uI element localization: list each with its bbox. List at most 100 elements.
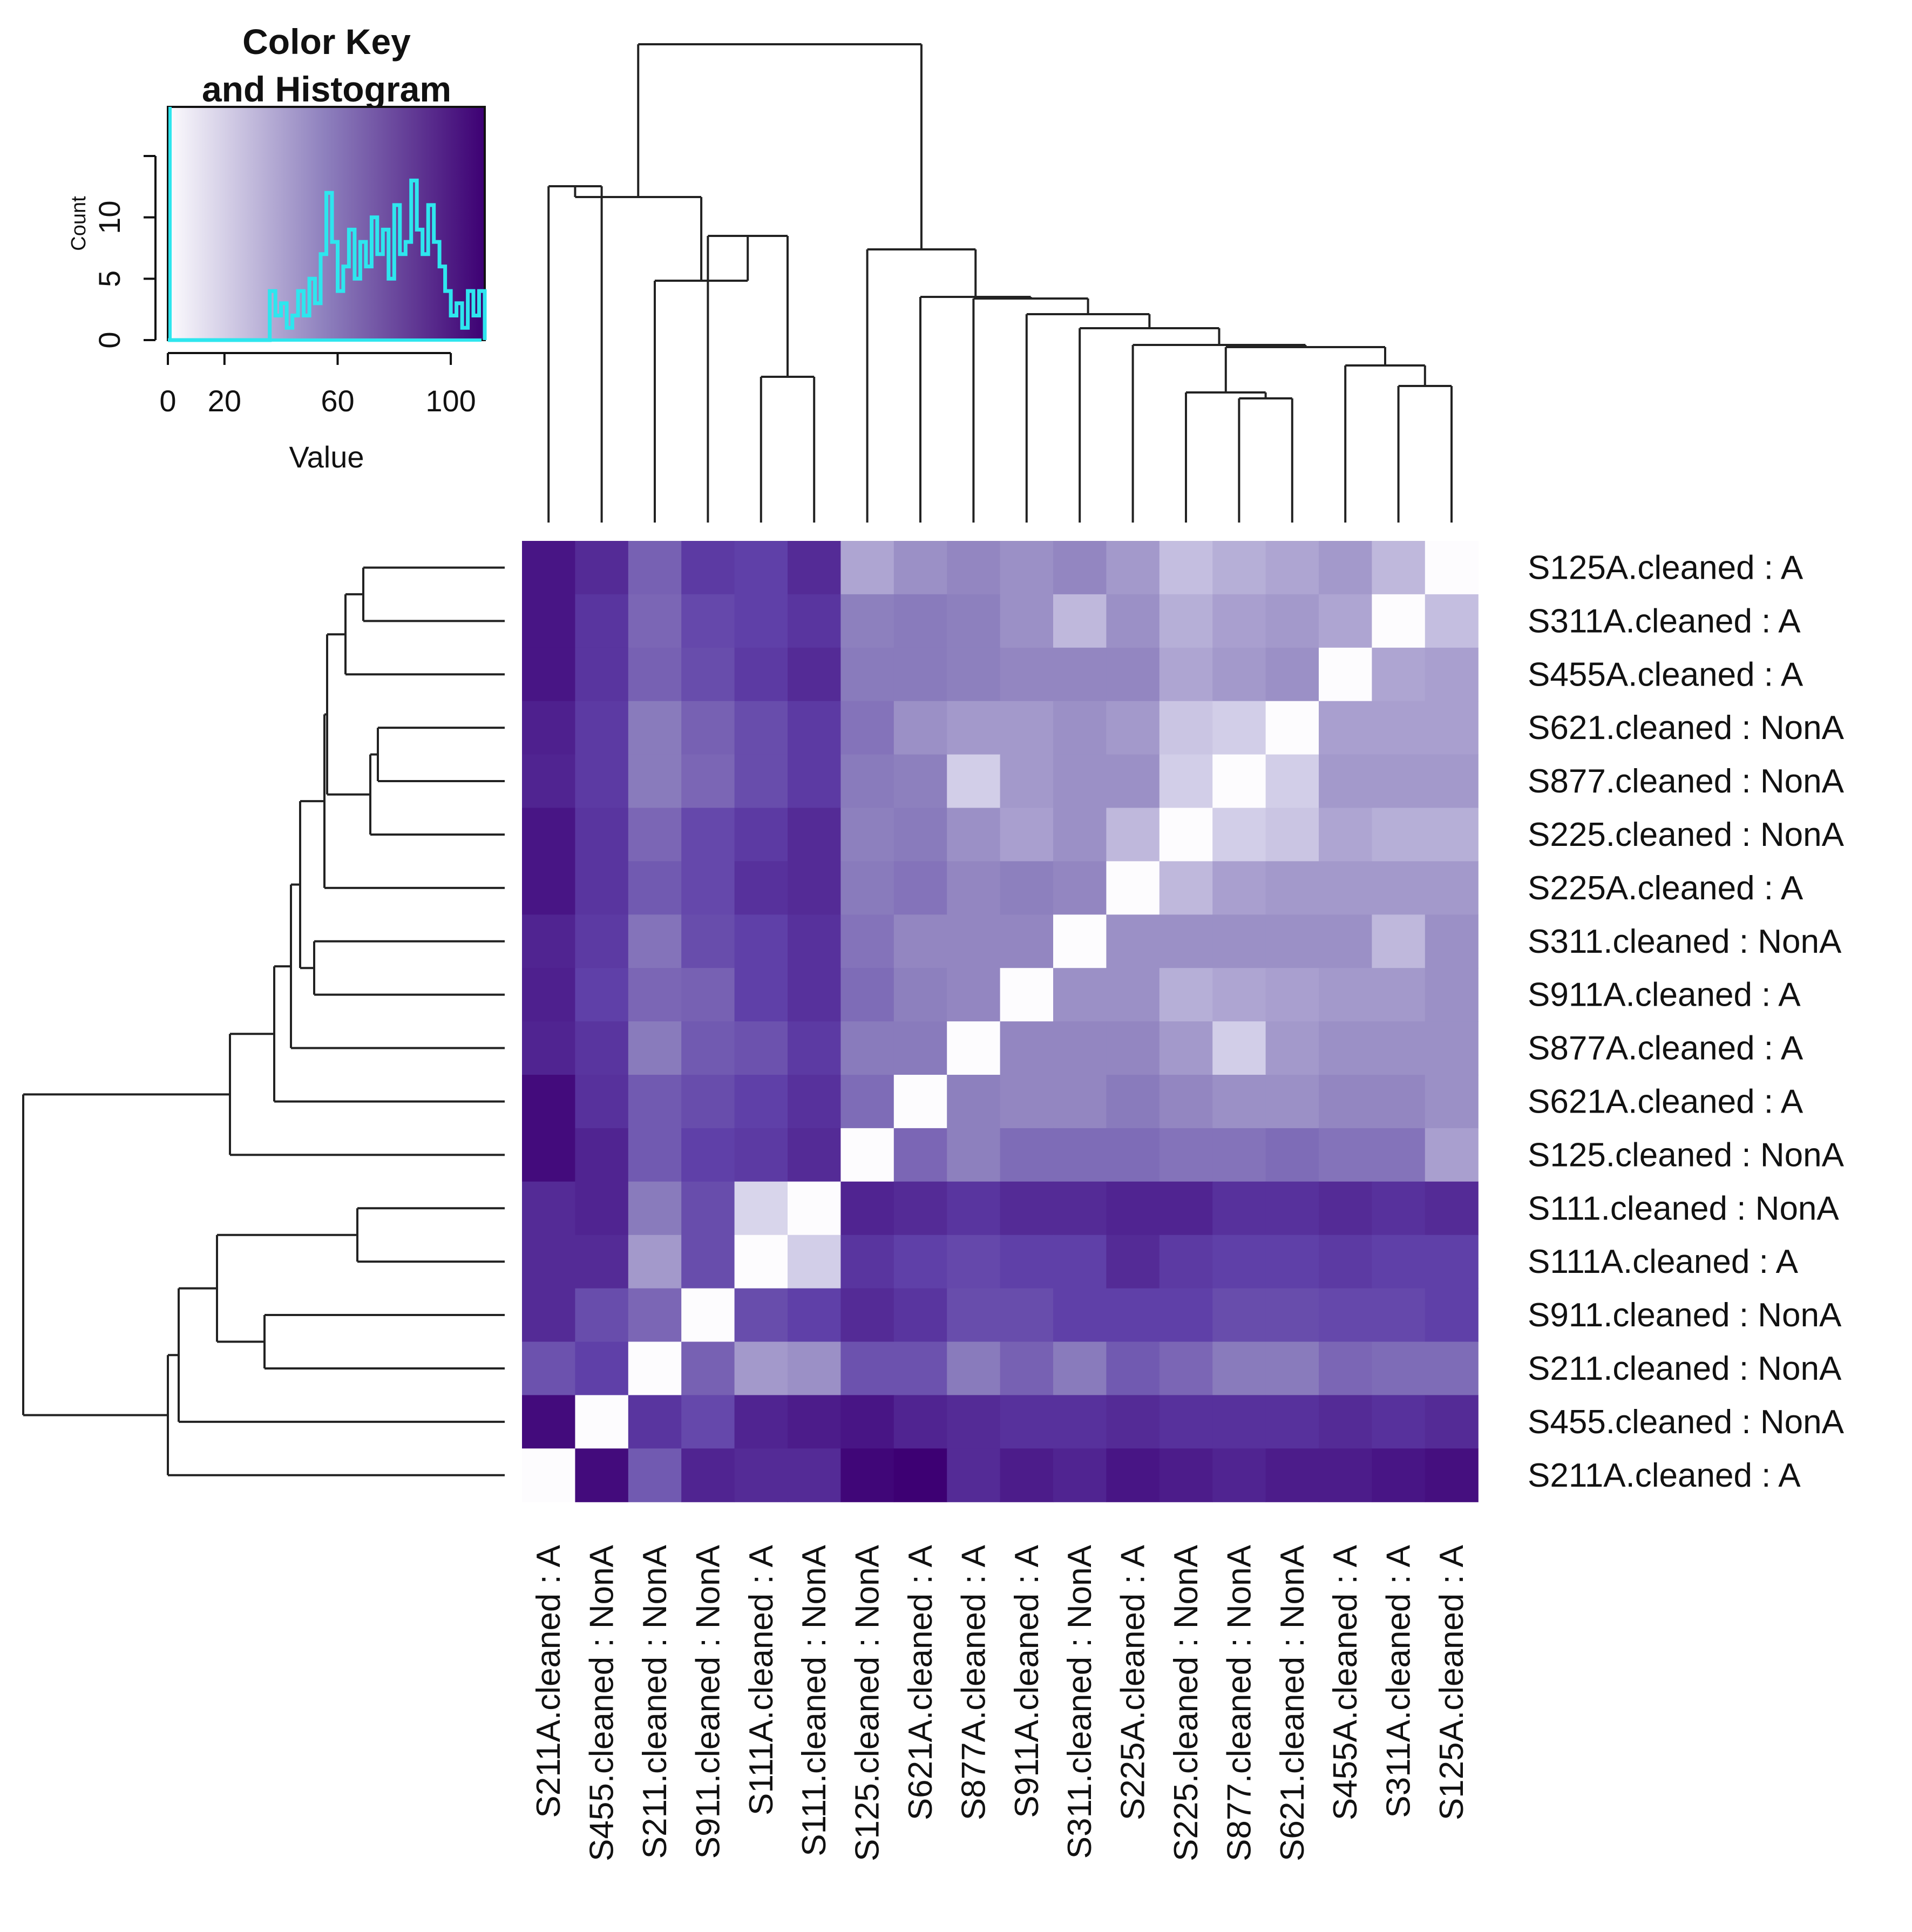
heatmap-cell <box>893 1021 947 1075</box>
heatmap-cell <box>893 968 947 1022</box>
heatmap-cell <box>1106 914 1160 968</box>
heatmap-cell <box>1425 968 1479 1022</box>
heatmap-cell <box>840 1021 894 1075</box>
heatmap-cell <box>1000 1288 1054 1343</box>
heatmap-cell <box>1000 1021 1054 1075</box>
heatmap-cell <box>1053 541 1107 595</box>
column-label: S621.cleaned : NonA <box>1274 1544 1311 1861</box>
row-label: S455.cleaned : NonA <box>1528 1404 1845 1441</box>
heatmap-cell <box>1053 1021 1107 1075</box>
heatmap-cell <box>522 647 575 702</box>
heatmap-cell <box>947 1021 1001 1075</box>
heatmap-cell <box>681 861 735 915</box>
heatmap-cell <box>522 1448 575 1502</box>
heatmap-cell <box>522 1235 575 1289</box>
heatmap-cell <box>1053 914 1107 968</box>
heatmap-cell <box>1372 594 1426 648</box>
heatmap-cell <box>1053 1075 1107 1129</box>
heatmap-cell <box>893 1448 947 1502</box>
row-label: S225A.cleaned : A <box>1528 870 1803 907</box>
heatmap-cell <box>628 1021 682 1075</box>
heatmap-cell <box>1106 594 1160 648</box>
heatmap-cell <box>734 1235 788 1289</box>
heatmap-cell <box>788 754 841 809</box>
color-key-y-tick-label: 5 <box>92 270 126 287</box>
row-label: S125A.cleaned : A <box>1528 550 1803 587</box>
color-key-subtitle: and Histogram <box>202 69 451 109</box>
row-label: S111.cleaned : NonA <box>1528 1190 1839 1227</box>
row-label: S621.cleaned : NonA <box>1528 709 1845 747</box>
heatmap-cell <box>840 701 894 755</box>
column-label: S877.cleaned : NonA <box>1221 1544 1258 1861</box>
heatmap-cell <box>681 1075 735 1129</box>
column-label: S621A.cleaned : A <box>902 1544 939 1820</box>
heatmap-cell <box>1425 1181 1479 1236</box>
heatmap-cell <box>1265 808 1319 862</box>
heatmap-cell <box>575 1395 629 1449</box>
heatmap-cell <box>1319 861 1372 915</box>
heatmap-cell <box>681 1288 735 1343</box>
heatmap-cell <box>734 861 788 915</box>
heatmap-cell <box>1372 1181 1426 1236</box>
heatmap-cell <box>1053 861 1107 915</box>
heatmap-cell <box>1053 594 1107 648</box>
heatmap-cell <box>1319 541 1372 595</box>
heatmap-cell <box>1053 701 1107 755</box>
column-label: S911A.cleaned : A <box>1008 1544 1046 1818</box>
heatmap-cell <box>1000 1395 1054 1449</box>
heatmap-cell <box>1425 1448 1479 1502</box>
heatmap-cell <box>628 1235 682 1289</box>
heatmap-cell <box>893 1395 947 1449</box>
heatmap-cell <box>522 1395 575 1449</box>
heatmap-cell <box>788 541 841 595</box>
heatmap-cell <box>947 594 1001 648</box>
heatmap-cell <box>575 1021 629 1075</box>
heatmap-cell <box>1000 594 1054 648</box>
heatmap-cell <box>1053 1128 1107 1182</box>
heatmap-cell <box>1106 541 1160 595</box>
heatmap-cell <box>1053 647 1107 702</box>
heatmap-cell <box>1159 754 1213 809</box>
heatmap-cell <box>681 1448 735 1502</box>
heatmap-cell <box>734 1288 788 1343</box>
heatmap-cell <box>840 1395 894 1449</box>
heatmap-cell <box>1106 861 1160 915</box>
heatmap-cell <box>788 1181 841 1236</box>
heatmap-cell <box>840 861 894 915</box>
heatmap-cell <box>788 968 841 1022</box>
heatmap-cell <box>893 754 947 809</box>
heatmap-cell <box>734 541 788 595</box>
heatmap-cell <box>1319 808 1372 862</box>
heatmap-cell <box>840 808 894 862</box>
heatmap-cell <box>1106 647 1160 702</box>
color-key-y-tick-label: 10 <box>92 200 126 234</box>
heatmap-cell <box>1425 861 1479 915</box>
heatmap-cell <box>1159 1235 1213 1289</box>
heatmap-cell <box>575 594 629 648</box>
heatmap-cell <box>1265 594 1319 648</box>
heatmap-cell <box>1372 701 1426 755</box>
heatmap-cell <box>1106 1448 1160 1502</box>
heatmap-cell <box>947 914 1001 968</box>
heatmap-cell <box>628 754 682 809</box>
heatmap-cell <box>1159 1181 1213 1236</box>
heatmap-cell <box>1000 701 1054 755</box>
heatmap-cell <box>628 1341 682 1395</box>
heatmap-cell <box>1319 1021 1372 1075</box>
color-key-x-tick-label: 20 <box>208 384 241 418</box>
heatmap-cell <box>1319 914 1372 968</box>
heatmap-cell <box>1000 808 1054 862</box>
heatmap-cell <box>840 1341 894 1395</box>
heatmap-cell <box>1265 754 1319 809</box>
heatmap-cell <box>1053 1288 1107 1343</box>
heatmap-cell <box>1053 1448 1107 1502</box>
heatmap-cell <box>734 1181 788 1236</box>
heatmap-cell <box>1053 1395 1107 1449</box>
row-label: S877.cleaned : NonA <box>1528 763 1845 800</box>
heatmap-cell <box>1159 808 1213 862</box>
heatmap-cell <box>628 968 682 1022</box>
heatmap-cell <box>1212 808 1266 862</box>
heatmap-cell <box>575 861 629 915</box>
heatmap-cell <box>788 1448 841 1502</box>
heatmap-cell <box>1425 1021 1479 1075</box>
